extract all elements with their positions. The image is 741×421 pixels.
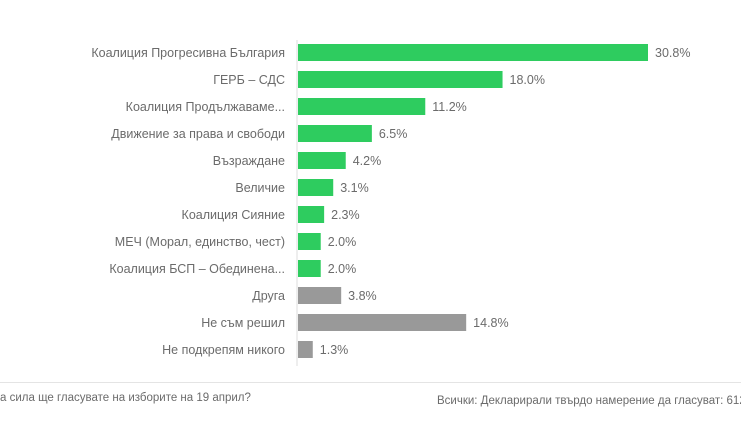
category-label: Величие — [235, 181, 285, 195]
category-label: Не съм решил — [201, 316, 285, 330]
bar — [298, 206, 325, 223]
value-label: 11.2% — [432, 100, 467, 114]
value-label: 4.2% — [353, 154, 382, 168]
value-label: 2.3% — [331, 208, 360, 222]
category-label: Коалиция Прогресивна България — [91, 46, 285, 60]
bar — [298, 341, 313, 358]
bar — [298, 152, 346, 169]
value-label: 2.0% — [328, 235, 357, 249]
bars-group: Коалиция Прогресивна България 30.8% ГЕРБ –… — [91, 44, 690, 358]
category-label: Не подкрепям никого — [162, 343, 285, 357]
value-label: 3.8% — [348, 289, 377, 303]
bar — [298, 125, 372, 142]
bar — [298, 98, 426, 115]
value-label: 30.8% — [655, 46, 690, 60]
category-label: Движение за права и свободи — [111, 127, 285, 141]
category-label: Коалиция Продължаваме... — [126, 100, 285, 114]
value-label: 6.5% — [379, 127, 408, 141]
bar-chart: Коалиция Прогресивна България 30.8% ГЕРБ –… — [91, 40, 690, 366]
value-label: 2.0% — [328, 262, 357, 276]
bar — [298, 179, 334, 196]
bar — [298, 314, 467, 331]
category-label: Друга — [252, 289, 285, 303]
bar — [298, 44, 648, 61]
value-label: 18.0% — [510, 73, 545, 87]
bar — [298, 260, 321, 277]
category-label: МЕЧ (Морал, единство, чест) — [115, 235, 285, 249]
bar — [298, 71, 503, 88]
category-label: Възраждане — [213, 154, 285, 168]
category-label: Коалиция Сияние — [182, 208, 286, 222]
bar — [298, 233, 321, 250]
value-label: 1.3% — [320, 343, 349, 357]
value-label: 14.8% — [473, 316, 508, 330]
category-label: Коалиция БСП – Обединена... — [109, 262, 285, 276]
category-label: ГЕРБ – СДС — [213, 73, 285, 87]
chart-footer: а сила ще гласувате на изборите на 19 ап… — [0, 382, 741, 421]
sample-base-note: Всички: Декларирали твърдо намерение да … — [437, 395, 741, 407]
value-label: 3.1% — [340, 181, 369, 195]
bar — [298, 287, 342, 304]
survey-question: а сила ще гласувате на изборите на 19 ап… — [0, 392, 251, 404]
